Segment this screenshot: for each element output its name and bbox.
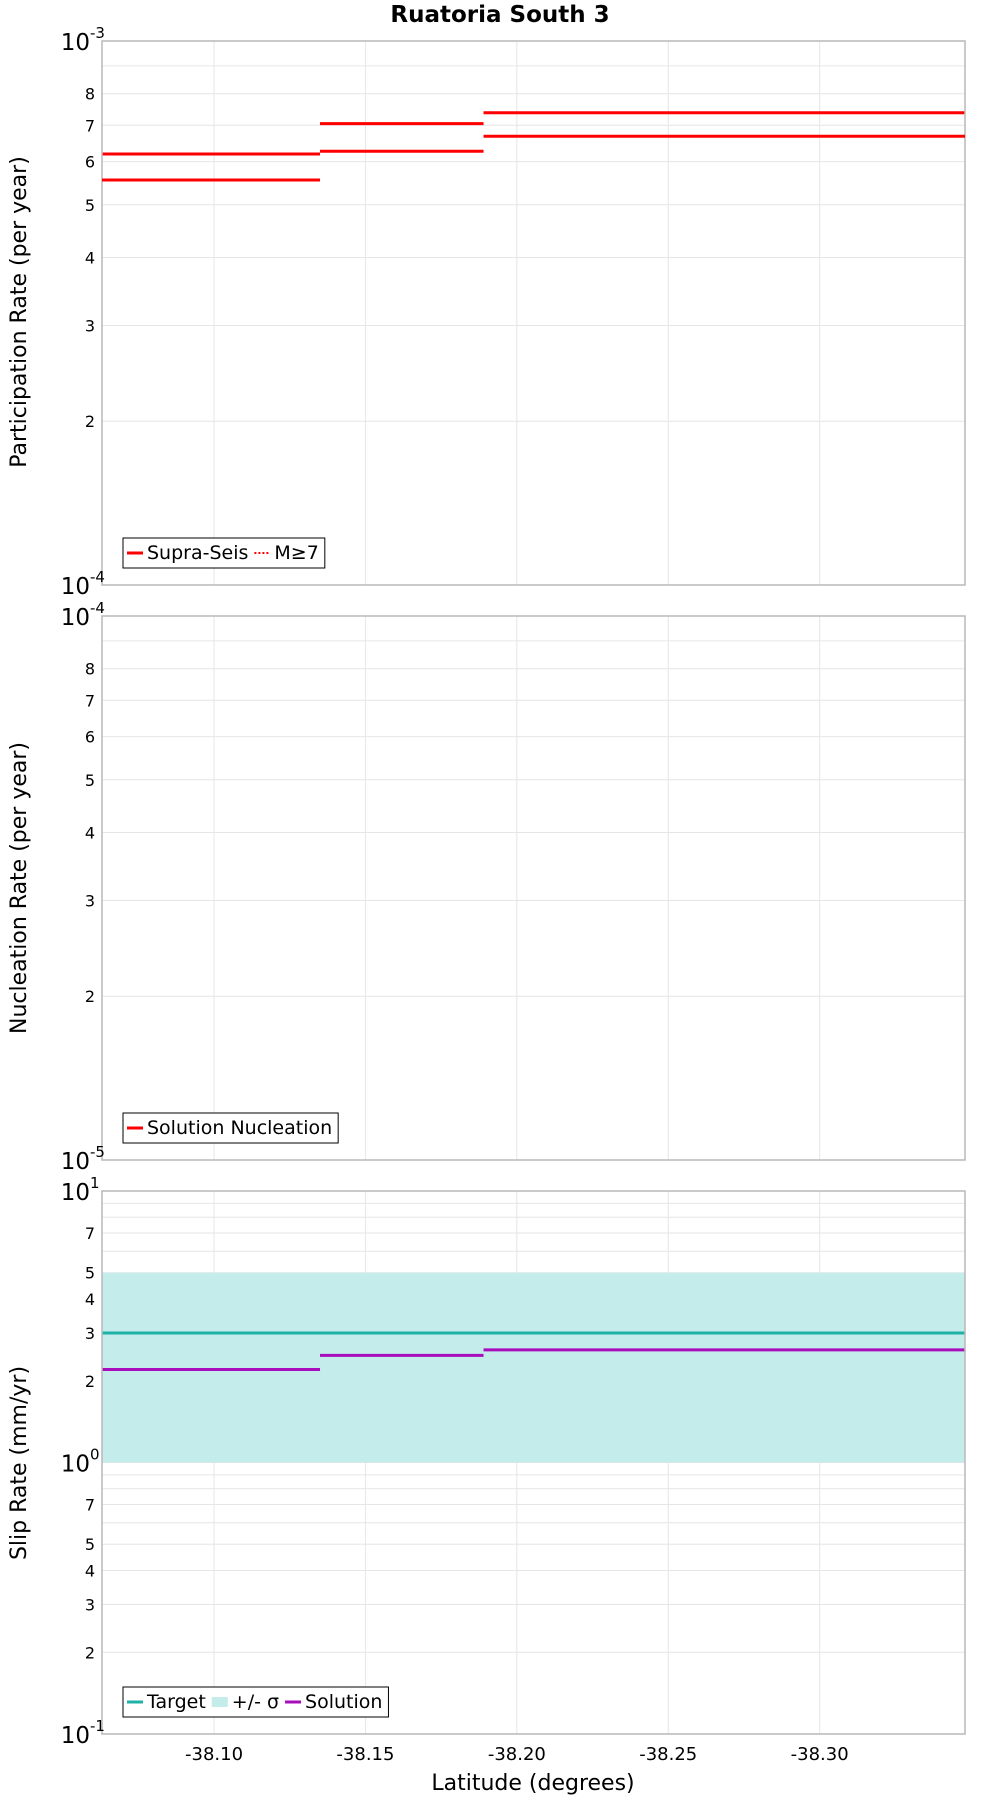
x-tick-label: -38.10 bbox=[185, 1744, 243, 1765]
legend-box bbox=[122, 537, 326, 569]
y-tick-label: 7 bbox=[85, 116, 95, 135]
y-tick-label: 10 bbox=[61, 574, 90, 600]
y-tick-label: 10 bbox=[61, 1723, 90, 1749]
legend-label: Solution Nucleation bbox=[147, 1117, 332, 1139]
nucleation-panel: Nucleation Rate (per year) 10 -4876543210… bbox=[7, 134, 966, 1175]
y-tick-exponent: -4 bbox=[90, 599, 105, 617]
y-tick-label: 3 bbox=[85, 316, 95, 335]
y-tick-label: 6 bbox=[85, 153, 95, 172]
y-tick-label: 4 bbox=[85, 1290, 95, 1309]
y-tick-label: 10 bbox=[61, 1452, 90, 1478]
y-tick-label: 2 bbox=[85, 412, 95, 431]
y-tick-exponent: 1 bbox=[90, 1174, 100, 1192]
x-tick-label: -38.30 bbox=[791, 1744, 849, 1765]
y-tick-label: 5 bbox=[85, 771, 95, 790]
y-tick-label: 5 bbox=[85, 196, 95, 215]
y-tick-label: 8 bbox=[85, 660, 95, 679]
legend-label: Solution bbox=[305, 1691, 382, 1713]
sigma-band bbox=[102, 1272, 965, 1463]
y-tick-label: 4 bbox=[85, 248, 95, 267]
x-tick-label: -38.20 bbox=[488, 1744, 546, 1765]
y-tick-label: 5 bbox=[85, 1264, 95, 1283]
participation-legend: Supra-Seis M≥7 bbox=[122, 537, 326, 569]
y-tick-label: 8 bbox=[85, 85, 95, 104]
y-tick-label: 6 bbox=[85, 728, 95, 747]
y-tick-label: 3 bbox=[85, 1324, 95, 1343]
nucleation-grid bbox=[102, 616, 965, 1161]
chart-title: Ruatoria South 3 bbox=[390, 2, 609, 28]
y-tick-label: 10 bbox=[61, 1180, 90, 1206]
y-tick-label: 10 bbox=[61, 1149, 90, 1175]
y-tick-label: 7 bbox=[85, 1496, 95, 1515]
plot-frame bbox=[101, 615, 966, 1161]
plot-frame bbox=[101, 40, 966, 586]
participation-ylabel: Participation Rate (per year) bbox=[7, 156, 32, 468]
y-tick-label: 5 bbox=[85, 1535, 95, 1554]
y-tick-label: 7 bbox=[85, 691, 95, 710]
slip-legend: Target +/- σ Solution bbox=[122, 1686, 389, 1718]
slip-xlabel: Latitude (degrees) bbox=[431, 1771, 634, 1796]
y-tick-label: 10 bbox=[61, 30, 90, 56]
y-tick-label: 3 bbox=[85, 891, 95, 910]
legend-swatch bbox=[211, 1697, 228, 1707]
y-tick-exponent: -1 bbox=[90, 1717, 105, 1735]
participation-grid bbox=[102, 41, 965, 586]
slip-ylabel: Slip Rate (mm/yr) bbox=[7, 1366, 32, 1560]
series-m-7 bbox=[102, 111, 965, 155]
y-tick-label: 2 bbox=[85, 1643, 95, 1662]
y-tick-label: 10 bbox=[61, 605, 90, 631]
y-tick-exponent: -4 bbox=[90, 568, 105, 586]
nucleation-legend: Solution Nucleation bbox=[122, 1112, 339, 1144]
y-tick-exponent: -3 bbox=[90, 24, 105, 42]
y-tick-exponent: -5 bbox=[90, 1143, 105, 1161]
x-tick-label: -38.15 bbox=[336, 1744, 394, 1765]
legend-label: Target bbox=[146, 1691, 206, 1713]
series-solution-nucleation bbox=[102, 134, 965, 182]
y-tick-label: 4 bbox=[85, 1562, 95, 1581]
legend-label: M≥7 bbox=[274, 542, 318, 564]
series-solution bbox=[102, 1348, 965, 1372]
series-supra-seis bbox=[102, 111, 965, 156]
legend-label: Supra-Seis bbox=[147, 542, 248, 564]
y-tick-label: 2 bbox=[85, 987, 95, 1006]
x-tick-label: -38.25 bbox=[639, 1744, 697, 1765]
y-tick-exponent: 0 bbox=[90, 1446, 100, 1464]
nucleation-ylabel: Nucleation Rate (per year) bbox=[7, 742, 32, 1034]
y-tick-label: 3 bbox=[85, 1595, 95, 1614]
plot-frame bbox=[101, 1190, 966, 1735]
y-tick-label: 4 bbox=[85, 823, 95, 842]
legend-label: +/- σ bbox=[232, 1691, 279, 1713]
slip-panel: Slip Rate (mm/yr) Latitude (degrees) 10 1… bbox=[7, 1174, 966, 1796]
legend-box bbox=[122, 1686, 389, 1718]
participation-panel: Participation Rate (per year) 10 -3876543… bbox=[7, 24, 966, 600]
legend-box bbox=[122, 1112, 339, 1144]
y-tick-label: 7 bbox=[85, 1224, 95, 1243]
y-tick-label: 2 bbox=[85, 1372, 95, 1391]
